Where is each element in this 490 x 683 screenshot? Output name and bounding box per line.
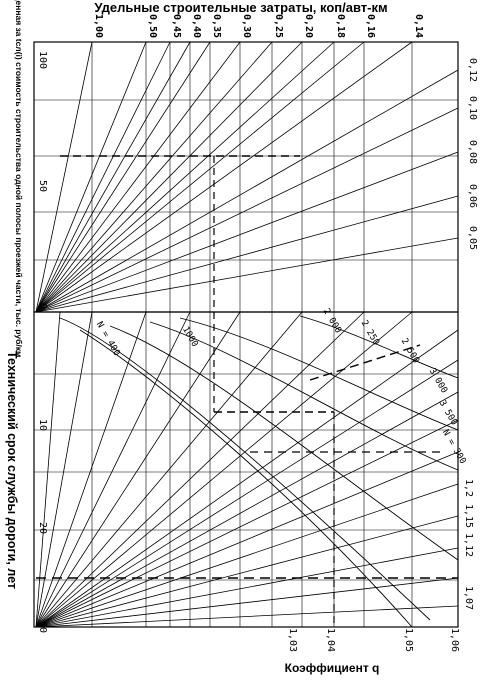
- q-label: 1,2: [463, 479, 474, 497]
- top-tick-label: 0,16: [365, 14, 376, 38]
- top-tick-label: 0,25: [273, 14, 284, 38]
- chart-title: Удельные строительные затраты, коп/авт-к…: [94, 0, 387, 15]
- right-tick-labels: 0,12 0,10 0,08 0,06 0,05: [467, 58, 478, 250]
- life-fan-line-3: [35, 311, 191, 628]
- cost-ray-0: [35, 41, 93, 313]
- top-tick-label: 0,14: [413, 14, 424, 38]
- cost-ray-13: [35, 151, 459, 313]
- cost-ray-7: [35, 41, 303, 313]
- life-fan-line-7: [35, 311, 413, 628]
- left-axis-label-years: Технический срок службы дороги, лет: [5, 351, 19, 589]
- service-life-panel-frame: [33, 311, 459, 628]
- cost-ray-3: [35, 41, 191, 313]
- left-tick-label: 0: [37, 303, 48, 309]
- life-fan-line-0: [35, 311, 61, 628]
- cost-ray-4: [35, 41, 211, 313]
- top-tick-label: 0,35: [211, 14, 222, 38]
- life-fan-line-4: [35, 311, 241, 628]
- left-tick-label: 100: [37, 51, 48, 69]
- life-fan-line-13: [35, 483, 459, 628]
- top-tick-label: 0,40: [191, 14, 202, 38]
- n-label: N = 400: [94, 320, 122, 358]
- left-axis-label-cost: Приведенная за tсл(i) стоимость строител…: [14, 0, 24, 357]
- top-tick-label: 0,30: [241, 14, 252, 38]
- right-tick-label: 0,12: [467, 58, 478, 82]
- top-tick-labels: 1,00 0,50 0,45 0,40 0,35 0,30 0,25 0,20 0,18 0,16…: [93, 14, 424, 38]
- life-fan-line-11: [35, 419, 459, 628]
- life-fan-line-10: [35, 391, 459, 628]
- cost-ray-15: [35, 237, 459, 313]
- life-fan-line-5: [35, 311, 303, 628]
- cost-ray-12: [35, 107, 459, 313]
- cost-panel: [33, 41, 459, 313]
- left-tick-labels: 100 50 0 10 20 30: [37, 51, 48, 633]
- q-label: 1,04: [325, 628, 336, 652]
- cost-ray-6: [35, 41, 273, 313]
- life-n-curve-4: [179, 317, 459, 431]
- n-label: 1000: [180, 325, 200, 349]
- life-fan-line-12: [35, 451, 459, 628]
- q-label: 1,12: [463, 533, 474, 557]
- life-n-curve-1: [79, 329, 413, 628]
- n-label: 2 000: [321, 307, 343, 335]
- right-tick-label: 0,06: [467, 184, 478, 208]
- life-n-curve-0: [59, 317, 431, 621]
- right-tick-label: 0,10: [467, 96, 478, 120]
- q-label: 1,03: [287, 628, 298, 652]
- q-label: 1,15: [463, 504, 474, 528]
- life-fan-line-17: [35, 605, 459, 628]
- cost-ray-9: [35, 41, 365, 313]
- cost-panel-frame: [33, 41, 459, 313]
- life-fan-line-14: [35, 515, 459, 628]
- left-tick-label: 30: [37, 621, 48, 633]
- cost-ray-8: [35, 41, 335, 313]
- right-tick-label: 0,08: [467, 140, 478, 164]
- life-fan-line-9: [35, 359, 459, 628]
- life-n-curve-2: [109, 325, 459, 561]
- n-label: 3 000: [427, 367, 449, 395]
- left-tick-label: 50: [37, 180, 48, 192]
- top-tick-label: 0,18: [335, 14, 346, 38]
- cost-ray-14: [35, 195, 459, 313]
- left-tick-label: 20: [37, 522, 48, 534]
- life-reference-dash-diagonal: [309, 344, 421, 381]
- cost-ray-1: [35, 41, 147, 313]
- n-label: 2 250: [359, 319, 381, 347]
- left-tick-label: 10: [37, 419, 48, 431]
- cost-ray-11: [35, 69, 459, 313]
- life-n-curve-5: [299, 315, 459, 379]
- service-life-panel: 1,2 1,15 1,12 1,07 1,06 1,05 1,04 1,03 N = 300 3 …: [33, 307, 474, 652]
- cost-ray-2: [35, 41, 171, 313]
- n-label: N = 300: [440, 428, 468, 466]
- right-tick-label: 0,05: [467, 226, 478, 250]
- q-label: 1,07: [463, 586, 474, 610]
- n-label: 2 500: [399, 337, 421, 365]
- top-tick-label: 0,45: [171, 14, 182, 38]
- life-fan-line-2: [35, 311, 147, 628]
- life-fan-line-15: [35, 547, 459, 628]
- q-label: 1,05: [403, 628, 414, 652]
- life-fan-line-1: [35, 311, 93, 628]
- q-label: 1,06: [449, 628, 460, 652]
- top-tick-label: 0,50: [147, 14, 158, 38]
- life-fan-line-16: [35, 577, 459, 628]
- cost-ray-5: [35, 41, 241, 313]
- top-tick-label: 1,00: [93, 14, 104, 38]
- top-tick-label: 0,20: [303, 14, 314, 38]
- cost-ray-10: [35, 41, 413, 313]
- coefficient-q-label: Коэффициент q: [285, 661, 380, 675]
